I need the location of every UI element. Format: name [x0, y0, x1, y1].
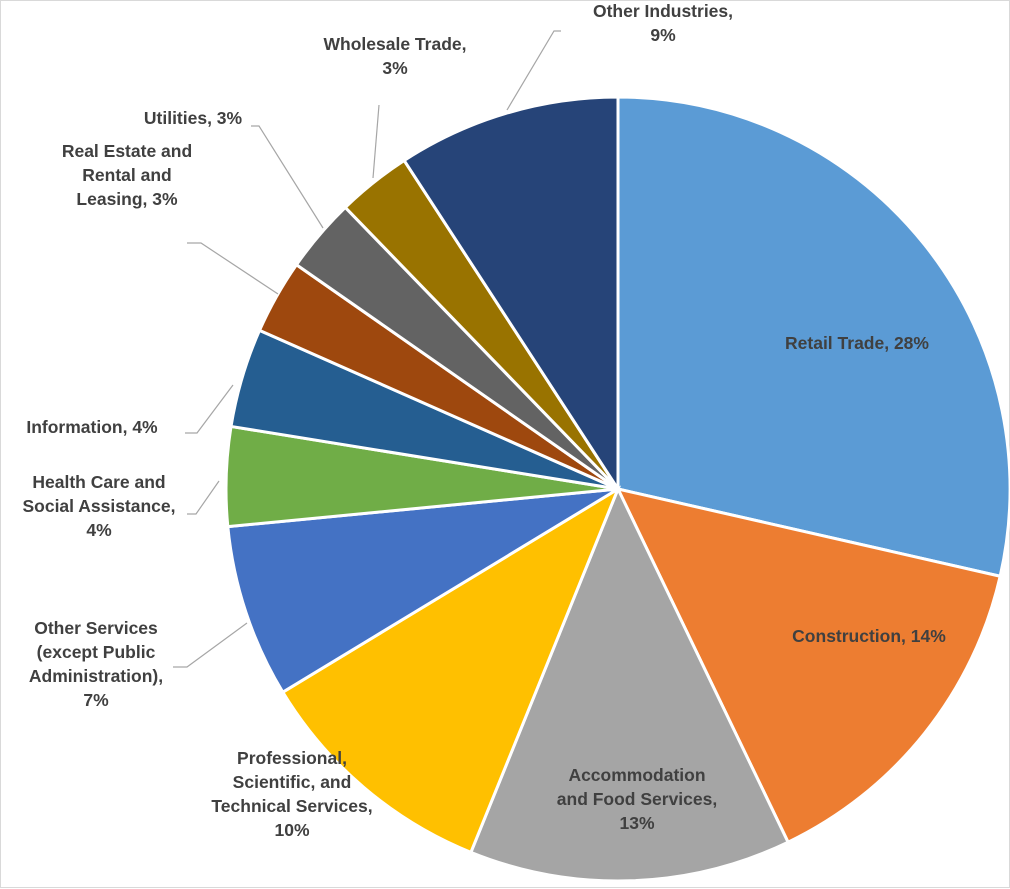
data-label-line: 4% — [86, 520, 112, 540]
data-label-line: Social Assistance, — [22, 496, 175, 516]
pie-slice-accommodation-and-food-services — [468, 485, 791, 883]
data-label-utilities: Utilities, 3% — [144, 108, 243, 128]
data-label-line: 3% — [382, 58, 408, 78]
leader-line-real-estate-and-rental-and-leasing — [187, 242, 279, 295]
leader-line-utilities — [251, 125, 324, 229]
pie-slice-construction — [615, 486, 1002, 845]
leader-line-health-care-and-social-assistance — [187, 480, 220, 515]
data-labels: Retail Trade, 28% Construction, 14% Accomm… — [22, 1, 946, 840]
data-label-health-care-and-social-assistance: Health Care and Social Assistance, 4% — [22, 472, 175, 540]
pie-slice-professional-scientific-and-technical-services — [280, 485, 622, 855]
data-label-line: Administration), — [29, 666, 163, 686]
data-label-line: Technical Services, — [211, 796, 372, 816]
data-label-line: Health Care and — [32, 472, 165, 492]
data-label-line: 9% — [650, 25, 676, 45]
data-label-line: Other Services — [34, 618, 158, 638]
data-label-professional-scientific-and-technical-services: Professional, Scientific, and Technical Se… — [211, 748, 372, 840]
leader-lines — [173, 30, 561, 668]
data-label-line: Utilities, 3% — [144, 108, 243, 128]
data-label-line: Retail Trade, 28% — [785, 333, 929, 353]
data-label-construction: Construction, 14% — [792, 626, 946, 646]
data-label-line: and Food Services, — [557, 789, 717, 809]
data-label-line: Accommodation — [568, 765, 705, 785]
data-label-line: Real Estate and — [62, 141, 192, 161]
data-label-other-industries: Other Industries, 9% — [593, 1, 733, 45]
leader-line-other-services-except-public-administration — [173, 622, 248, 668]
data-label-line: Information, 4% — [26, 417, 158, 437]
data-label-line: Scientific, and — [233, 772, 352, 792]
data-label-accommodation-and-food-services: Accommodation and Food Services, 13% — [557, 765, 717, 833]
data-label-line: 7% — [83, 690, 109, 710]
data-label-wholesale-trade: Wholesale Trade, 3% — [324, 34, 467, 78]
leader-line-information — [185, 384, 234, 434]
data-label-real-estate-and-rental-and-leasing: Real Estate and Rental and Leasing, 3% — [62, 141, 192, 209]
leader-line-other-industries — [506, 30, 561, 111]
data-label-information: Information, 4% — [26, 417, 158, 437]
data-label-line: (except Public — [37, 642, 156, 662]
pie-slice-other-services-except-public-administration — [226, 487, 619, 695]
data-label-line: Other Industries, — [593, 1, 733, 21]
data-label-line: 10% — [274, 820, 309, 840]
data-label-line: 13% — [619, 813, 654, 833]
data-label-other-services-except-public-administration: Other Services (except Public Administrati… — [29, 618, 163, 710]
data-label-line: Wholesale Trade, — [324, 34, 467, 54]
data-label-line: Professional, — [237, 748, 347, 768]
pie-slice-other-industries — [402, 95, 620, 495]
data-label-line: Construction, 14% — [792, 626, 946, 646]
pie-slices — [224, 95, 1010, 883]
data-label-line: Leasing, 3% — [76, 189, 178, 209]
leader-line-wholesale-trade — [372, 104, 380, 179]
data-label-line: Rental and — [82, 165, 171, 185]
data-label-retail-trade: Retail Trade, 28% — [785, 333, 929, 353]
